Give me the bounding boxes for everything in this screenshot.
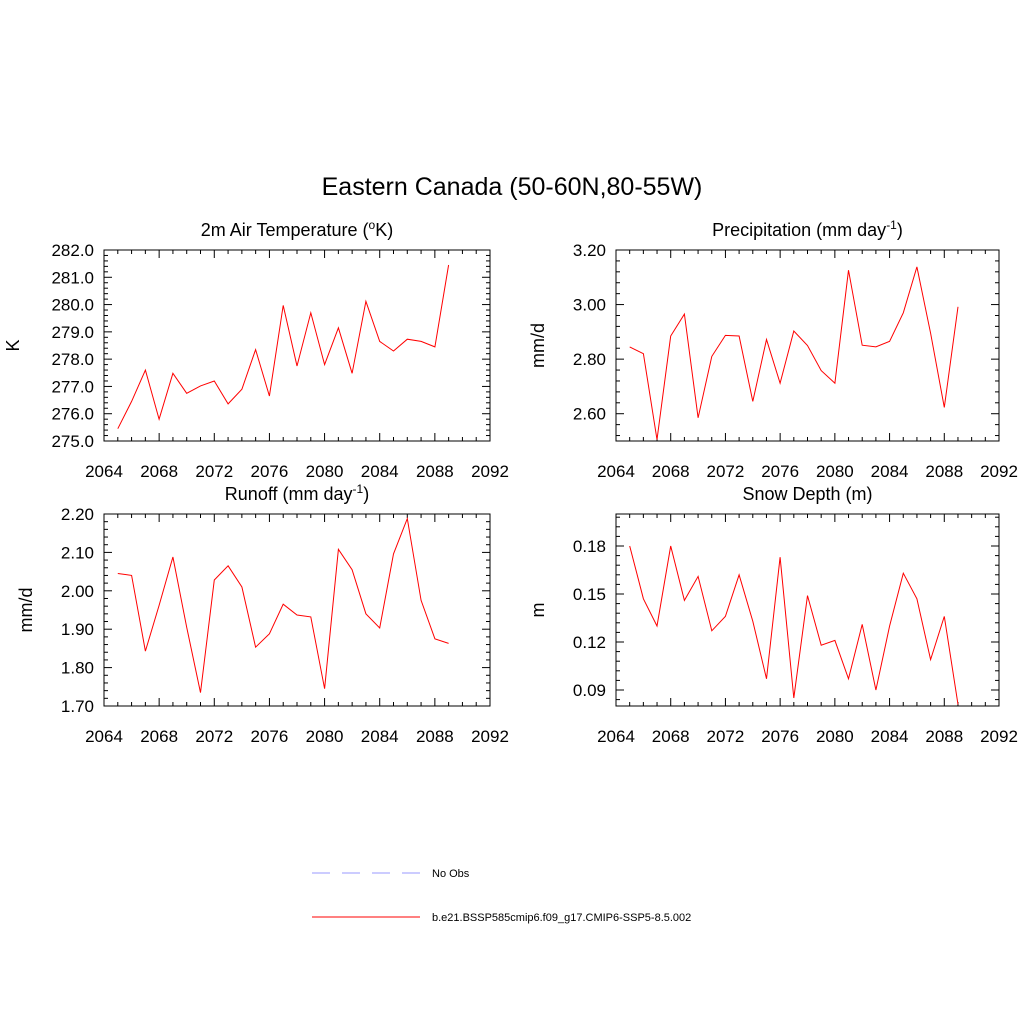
- x-tick-label: 2088: [925, 727, 963, 746]
- x-tick-label: 2080: [306, 727, 344, 746]
- y-tick-label: 2.60: [573, 405, 606, 424]
- y-tick-label: 279.0: [51, 323, 94, 342]
- series-line: [117, 264, 450, 429]
- series-line: [629, 266, 959, 440]
- x-tick-label: 2088: [925, 462, 963, 481]
- y-tick-label: 276.0: [51, 405, 94, 424]
- y-tick-label: 2.10: [61, 543, 94, 562]
- panel-title-superscript: -1: [886, 218, 897, 232]
- x-tick-label: 2076: [251, 727, 289, 746]
- x-tick-label: 2068: [140, 462, 178, 481]
- panel-title-suffix: ): [897, 220, 903, 240]
- y-axis-label: mm/d: [16, 588, 36, 633]
- x-tick-label: 2080: [306, 462, 344, 481]
- plot-frame: [103, 513, 491, 707]
- y-tick-label: 2.20: [61, 505, 94, 524]
- y-tick-label: 280.0: [51, 296, 94, 315]
- x-tick-label: 2064: [85, 727, 123, 746]
- panel-title-suffix: K): [375, 220, 393, 240]
- y-tick-label: 2.80: [573, 350, 606, 369]
- x-tick-label: 2092: [471, 727, 509, 746]
- x-tick-label: 2084: [871, 727, 909, 746]
- x-tick-label: 2076: [761, 462, 799, 481]
- x-tick-label: 2068: [652, 727, 690, 746]
- panel-temperature: 2m Air Temperature (oK) 2064 2068 2072 2076 2…: [3, 218, 509, 481]
- y-tick-label: 282.0: [51, 241, 94, 260]
- panel-title-superscript: o: [369, 218, 376, 232]
- y-tick-label: 3.20: [573, 241, 606, 260]
- y-axis-label: K: [3, 339, 23, 351]
- panel-title: Snow Depth (m): [742, 484, 872, 504]
- y-axis-label: mm/d: [528, 323, 548, 368]
- y-tick-label: 277.0: [51, 377, 94, 396]
- figure-title: Eastern Canada (50-60N,80-55W): [322, 173, 703, 201]
- x-tick-label: 2092: [980, 727, 1018, 746]
- series-line: [629, 545, 959, 705]
- y-tick-label: 3.00: [573, 296, 606, 315]
- x-tick-label: 2072: [707, 462, 745, 481]
- y-tick-label: 0.12: [573, 633, 606, 652]
- y-tick-label: 1.90: [61, 620, 94, 639]
- x-tick-label: 2092: [471, 462, 509, 481]
- series-line: [117, 516, 449, 693]
- legend-label-obs: No Obs: [432, 868, 470, 880]
- y-tick-label: 275.0: [51, 432, 94, 451]
- x-tick-label: 2084: [361, 462, 399, 481]
- plot-frame: [615, 513, 1000, 707]
- panel-title-suffix: ): [363, 484, 369, 504]
- panel-title: 2m Air Temperature (oK): [201, 218, 393, 240]
- x-tick-label: 2064: [85, 462, 123, 481]
- y-tick-label: 278.0: [51, 350, 94, 369]
- y-tick-label: 1.70: [61, 697, 94, 716]
- panel-title-superscript: -1: [353, 482, 364, 496]
- panel-runoff: Runoff (mm day-1) 2064 2068 2072 2076 2080 208…: [16, 482, 509, 746]
- panel-precipitation: Precipitation (mm day-1) 2064 2068 2072 2076…: [528, 218, 1018, 481]
- x-tick-label: 2088: [416, 462, 454, 481]
- y-axis-label: m: [528, 603, 548, 618]
- y-tick-label: 0.15: [573, 585, 606, 604]
- x-tick-label: 2064: [597, 462, 635, 481]
- legend-label-model: b.e21.BSSP585cmip6.f09_g17.CMIP6-SSP5-8.…: [432, 912, 691, 924]
- y-tick-label: 1.80: [61, 659, 94, 678]
- y-tick-label: 0.09: [573, 681, 606, 700]
- x-tick-label: 2076: [251, 462, 289, 481]
- x-tick-label: 2076: [761, 727, 799, 746]
- x-tick-label: 2072: [195, 462, 233, 481]
- y-tick-label: 281.0: [51, 268, 94, 287]
- panel-title: Precipitation (mm day-1): [712, 218, 903, 240]
- x-tick-label: 2072: [707, 727, 745, 746]
- y-tick-label: 2.00: [61, 582, 94, 601]
- x-tick-label: 2080: [816, 727, 854, 746]
- panels: 2m Air Temperature (oK) 2064 2068 2072 2076 2…: [3, 218, 1018, 746]
- x-tick-label: 2068: [652, 462, 690, 481]
- panel-snow-depth: Snow Depth (m) 2064 2068 2072 2076 2080 2084 20…: [528, 484, 1018, 746]
- legend: No Obs b.e21.BSSP585cmip6.f09_g17.CMIP6-…: [312, 868, 691, 924]
- y-tick-label: 0.18: [573, 537, 606, 556]
- x-tick-label: 2080: [816, 462, 854, 481]
- x-tick-label: 2072: [195, 727, 233, 746]
- x-tick-label: 2092: [980, 462, 1018, 481]
- x-tick-label: 2068: [140, 727, 178, 746]
- panel-title: Runoff (mm day-1): [225, 482, 369, 504]
- x-tick-label: 2088: [416, 727, 454, 746]
- x-tick-label: 2064: [597, 727, 635, 746]
- x-tick-label: 2084: [871, 462, 909, 481]
- x-tick-label: 2084: [361, 727, 399, 746]
